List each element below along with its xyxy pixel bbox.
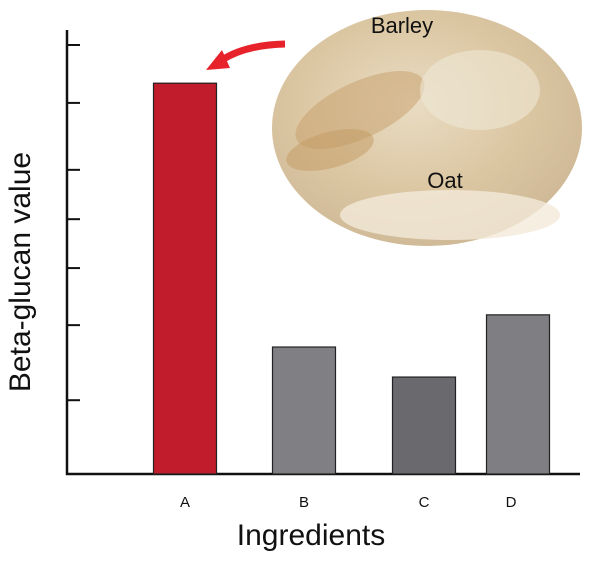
bar xyxy=(485,314,551,475)
annotation: Barley xyxy=(371,13,433,38)
arrow xyxy=(220,40,286,63)
x-tick-label: B xyxy=(299,494,309,511)
bar xyxy=(391,376,457,475)
x-tick-label: C xyxy=(419,494,430,511)
bar xyxy=(271,346,337,475)
x-axis-title: Ingredients xyxy=(237,519,385,552)
arrow-head xyxy=(206,50,230,70)
x-tick-label: D xyxy=(506,494,517,511)
annotation: Oat xyxy=(427,168,462,193)
x-tick-label: A xyxy=(180,494,190,511)
grain-photo xyxy=(272,10,582,246)
y-axis-title: Beta-glucan value xyxy=(4,152,37,392)
bar xyxy=(152,82,218,475)
